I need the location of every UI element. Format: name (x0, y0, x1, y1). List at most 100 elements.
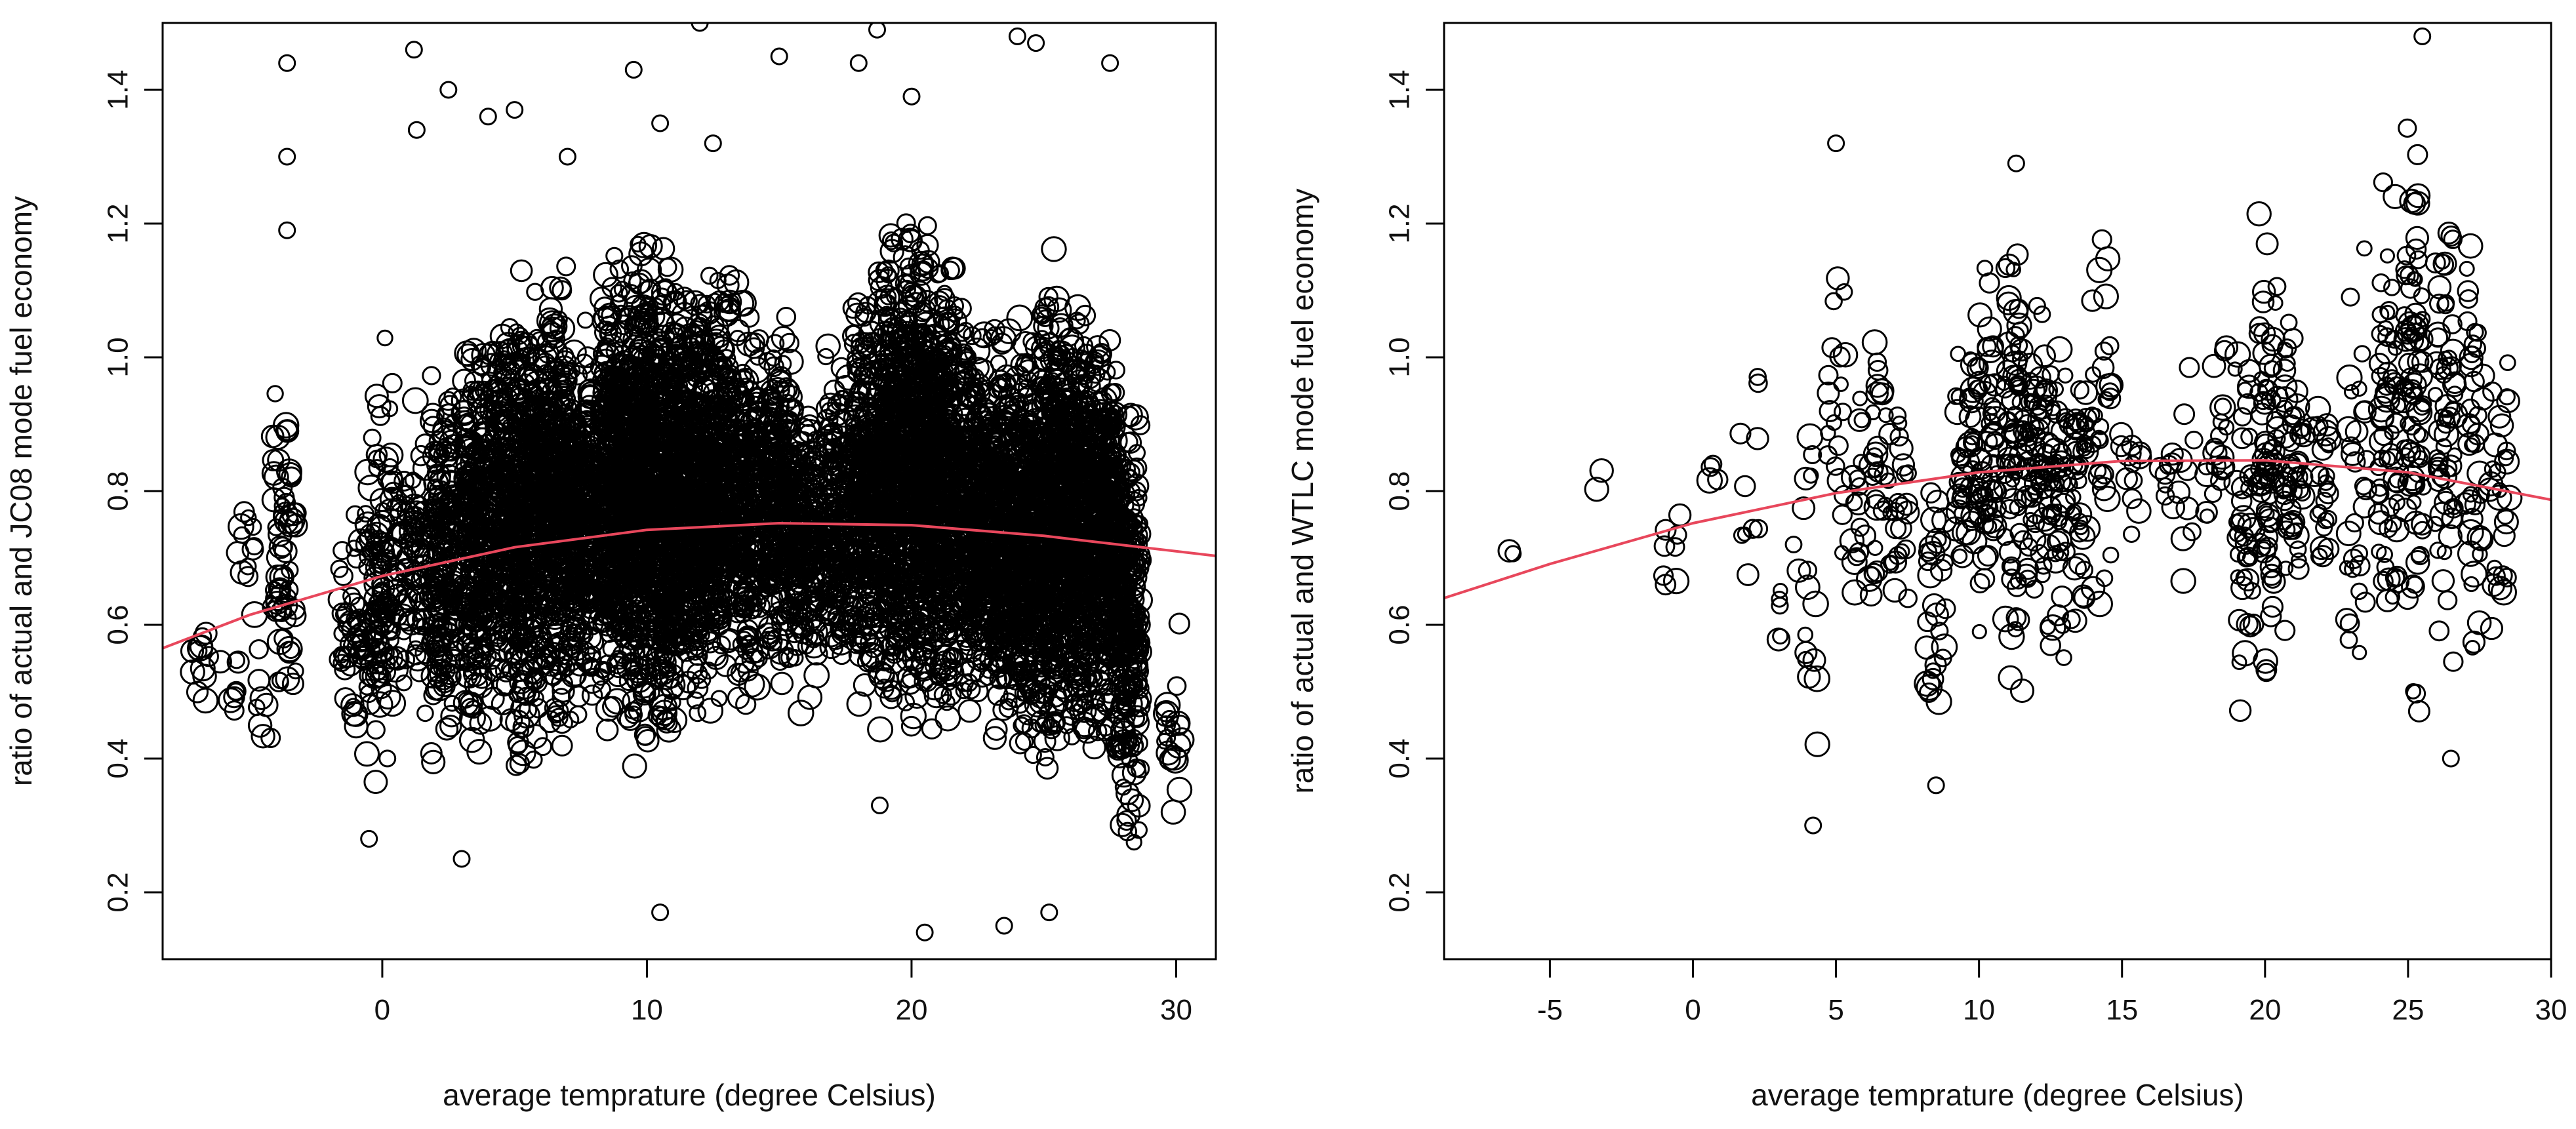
data-point (379, 690, 407, 717)
data-point (489, 658, 510, 679)
data-point (551, 734, 573, 757)
data-point (510, 259, 533, 283)
data-point (275, 666, 300, 692)
data-point (265, 564, 291, 589)
data-point (422, 629, 445, 652)
data-point (438, 391, 458, 411)
data-point (261, 461, 287, 486)
data-point (262, 449, 285, 471)
data-point (480, 353, 504, 377)
data-point (273, 539, 298, 563)
data-point (382, 372, 403, 393)
data-point (429, 468, 451, 490)
data-point (218, 687, 244, 713)
data-point (439, 715, 462, 738)
data-point (458, 726, 485, 753)
data-point (369, 598, 386, 616)
data-point (506, 456, 529, 479)
data-point (281, 466, 302, 488)
data-point (208, 650, 232, 674)
data-point (481, 471, 499, 488)
data-point (697, 698, 724, 724)
data-point (281, 672, 304, 696)
point-layer (163, 23, 1216, 941)
data-point (380, 471, 401, 493)
data-point (462, 661, 489, 687)
data-point (371, 583, 392, 604)
data-point (505, 513, 527, 534)
data-point (456, 580, 473, 597)
data-point (395, 623, 413, 641)
data-point (363, 770, 388, 795)
data-point (421, 403, 445, 427)
data-point (510, 513, 533, 534)
data-point (367, 449, 387, 469)
data-point (508, 323, 525, 341)
data-point (396, 547, 414, 564)
data-point (244, 518, 262, 536)
data-point (460, 462, 479, 481)
data-point (239, 557, 257, 576)
data-point (422, 514, 445, 537)
data-point (803, 662, 830, 689)
data-point (422, 416, 444, 437)
data-point (336, 602, 358, 624)
data-point (276, 635, 303, 663)
data-point (511, 619, 529, 637)
data-point (226, 650, 250, 674)
data-point (524, 750, 543, 769)
data-point (266, 628, 293, 656)
data-point (505, 595, 528, 618)
data-point (508, 528, 525, 545)
data-point (441, 648, 466, 674)
data-point (376, 329, 393, 347)
data-point (228, 513, 254, 540)
data-point (190, 656, 216, 682)
data-point (332, 541, 352, 561)
data-point (385, 646, 410, 671)
data-point (429, 525, 454, 550)
data-point (576, 311, 594, 329)
data-point (382, 656, 409, 683)
data-point (480, 613, 504, 637)
data-point (416, 704, 434, 723)
data-point (739, 307, 760, 328)
data-point (770, 671, 794, 696)
data-point (421, 749, 446, 775)
data-point (366, 513, 392, 539)
data-point (287, 662, 304, 680)
data-point (372, 446, 399, 473)
data-point (458, 692, 475, 709)
data-point (475, 594, 503, 622)
data-point (363, 630, 390, 656)
data-point (422, 366, 441, 386)
data-point (404, 471, 422, 489)
data-point (510, 740, 536, 766)
data-point (494, 437, 517, 460)
data-point (433, 658, 453, 677)
data-point (270, 600, 292, 623)
data-point (433, 568, 453, 589)
data-point (422, 585, 447, 610)
data-point (776, 307, 797, 327)
data-point (505, 646, 529, 669)
data-point (428, 485, 451, 508)
data-point (267, 448, 291, 472)
data-point (194, 622, 218, 645)
data-point (503, 506, 529, 532)
data-point (275, 419, 300, 443)
data-point (478, 343, 501, 366)
data-point (375, 684, 401, 710)
data-point (464, 664, 481, 681)
data-point (512, 722, 530, 739)
data-point (420, 568, 444, 592)
data-point (510, 349, 531, 370)
data-point (329, 649, 350, 670)
data-point (484, 664, 502, 683)
data-point (455, 434, 480, 460)
data-point (433, 446, 451, 464)
data-point (224, 700, 245, 721)
